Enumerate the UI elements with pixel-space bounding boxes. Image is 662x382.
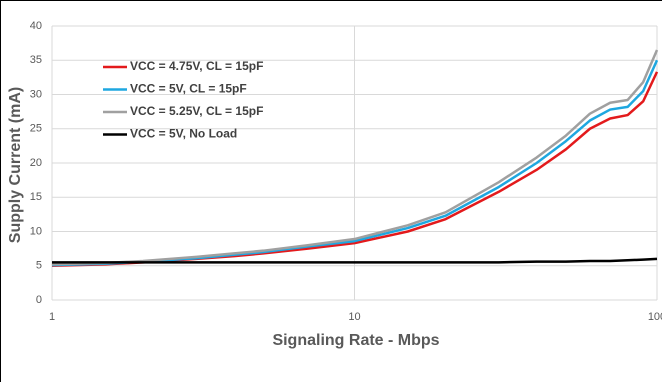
y-tick-label: 25	[30, 123, 42, 135]
x-tick-label: 100	[648, 311, 662, 323]
legend-label: VCC = 5.25V, CL = 15pF	[130, 104, 263, 118]
legend-label: VCC = 4.75V, CL = 15pF	[130, 59, 263, 73]
x-tick-label: 10	[348, 311, 360, 323]
y-tick-label: 0	[36, 294, 42, 306]
legend-label: VCC = 5V, No Load	[130, 127, 237, 141]
x-axis-title: Signaling Rate - Mbps	[272, 332, 439, 349]
y-tick-label: 15	[30, 191, 42, 203]
y-tick-label: 40	[30, 20, 42, 32]
series-line	[51, 49, 659, 266]
series-line	[51, 59, 659, 267]
y-tick-label: 35	[30, 54, 42, 66]
legend-label: VCC = 5V, CL = 15pF	[130, 82, 247, 96]
y-tick-label: 20	[30, 157, 42, 169]
y-tick-label: 5	[36, 260, 42, 272]
y-tick-label: 10	[30, 225, 42, 237]
y-tick-label: 30	[30, 88, 42, 100]
y-axis-title: Supply Current (mA)	[7, 87, 24, 243]
x-tick-label: 1	[49, 311, 55, 323]
series-line	[52, 257, 658, 264]
